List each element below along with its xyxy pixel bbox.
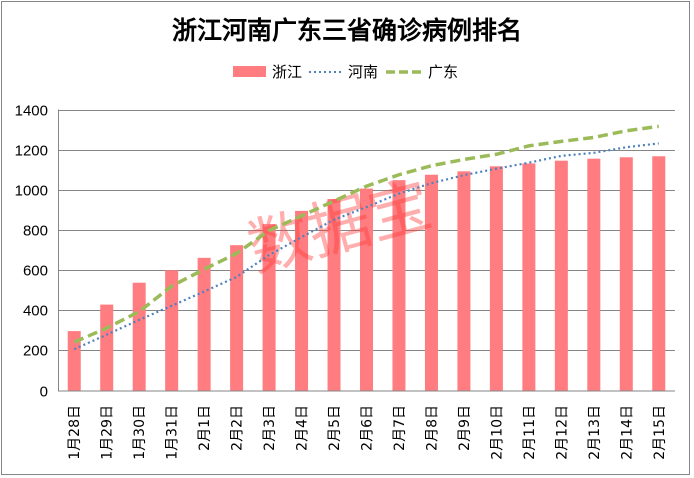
x-tick-label: 2月15日 [652, 405, 668, 460]
y-tick-label: 600 [23, 263, 48, 280]
y-axis-ticks: 0 200 400 600 800 1000 1200 1400 [15, 103, 48, 401]
x-tick-label: 2月11日 [522, 405, 538, 460]
y-tick-label: 200 [23, 343, 48, 360]
bar-zhejiang [262, 224, 276, 391]
line-henan [73, 142, 659, 351]
y-tick-label: 1000 [15, 183, 48, 200]
x-tick-label: 1月31日 [165, 405, 181, 460]
x-tick-label: 1月30日 [132, 405, 148, 460]
bar-zhejiang [457, 171, 471, 391]
bar-zhejiang [295, 210, 309, 391]
x-axis-ticks: 1月28日 1月29日 1月30日 1月31日 2月1日 2月2日 2月3日 2月4日 2月5日… [67, 405, 668, 460]
bar-zhejiang [360, 188, 373, 391]
legend-swatch-zhejiang [233, 66, 266, 77]
x-tick-label: 1月28日 [67, 405, 83, 460]
y-tick-label: 800 [23, 223, 48, 240]
y-tick-label: 1200 [15, 143, 48, 160]
x-tick-label: 2月13日 [587, 405, 603, 460]
bar-zhejiang [424, 174, 438, 391]
legend-item-guangdong[interactable]: 广东 [386, 63, 458, 81]
x-tick-label: 2月3日 [262, 405, 278, 451]
y-tick-label: 400 [23, 303, 48, 320]
legend-item-henan[interactable]: 河南 [309, 63, 378, 81]
bar-zhejiang [230, 245, 244, 391]
x-tick-label: 2月8日 [424, 405, 440, 451]
y-tick-label: 1400 [15, 103, 48, 120]
x-tick-label: 2月2日 [230, 405, 246, 451]
bar-zhejiang [554, 160, 568, 391]
bar-zhejiang [619, 157, 633, 391]
legend-label-guangdong: 广东 [428, 63, 458, 81]
x-tick-label: 1月29日 [100, 405, 116, 460]
y-tick-label: 0 [40, 384, 48, 401]
x-tick-label: 2月4日 [295, 405, 311, 451]
line-series [73, 124, 659, 351]
bar-zhejiang [67, 331, 81, 391]
legend-label-henan: 河南 [348, 63, 378, 81]
legend: 浙江 河南 广东 [233, 63, 458, 81]
x-tick-label: 2月7日 [392, 405, 408, 451]
bar-zhejiang [165, 270, 179, 391]
bar-zhejiang [587, 158, 601, 391]
x-tick-label: 2月12日 [554, 405, 570, 460]
axes [58, 109, 675, 392]
bar-zhejiang [327, 199, 341, 391]
legend-item-zhejiang[interactable]: 浙江 [233, 63, 302, 81]
legend-label-zhejiang: 浙江 [272, 63, 302, 81]
bar-zhejiang [132, 282, 146, 391]
x-tick-label: 2月14日 [619, 405, 635, 460]
bar-zhejiang [392, 180, 406, 391]
bars-zhejiang [67, 156, 666, 391]
line-guangdong [73, 124, 659, 344]
chart-title: 浙江河南广东三省确诊病例排名 [172, 16, 522, 45]
x-tick-label: 2月5日 [327, 405, 343, 451]
x-tick-label: 2月1日 [197, 405, 213, 451]
bar-zhejiang [652, 156, 666, 391]
x-tick-label: 2月6日 [360, 405, 376, 451]
bar-zhejiang [489, 166, 503, 391]
bar-zhejiang [197, 257, 211, 391]
x-tick-label: 2月10日 [489, 405, 505, 460]
bar-zhejiang [100, 304, 114, 391]
bar-zhejiang [522, 163, 536, 391]
x-tick-label: 2月9日 [457, 405, 473, 451]
